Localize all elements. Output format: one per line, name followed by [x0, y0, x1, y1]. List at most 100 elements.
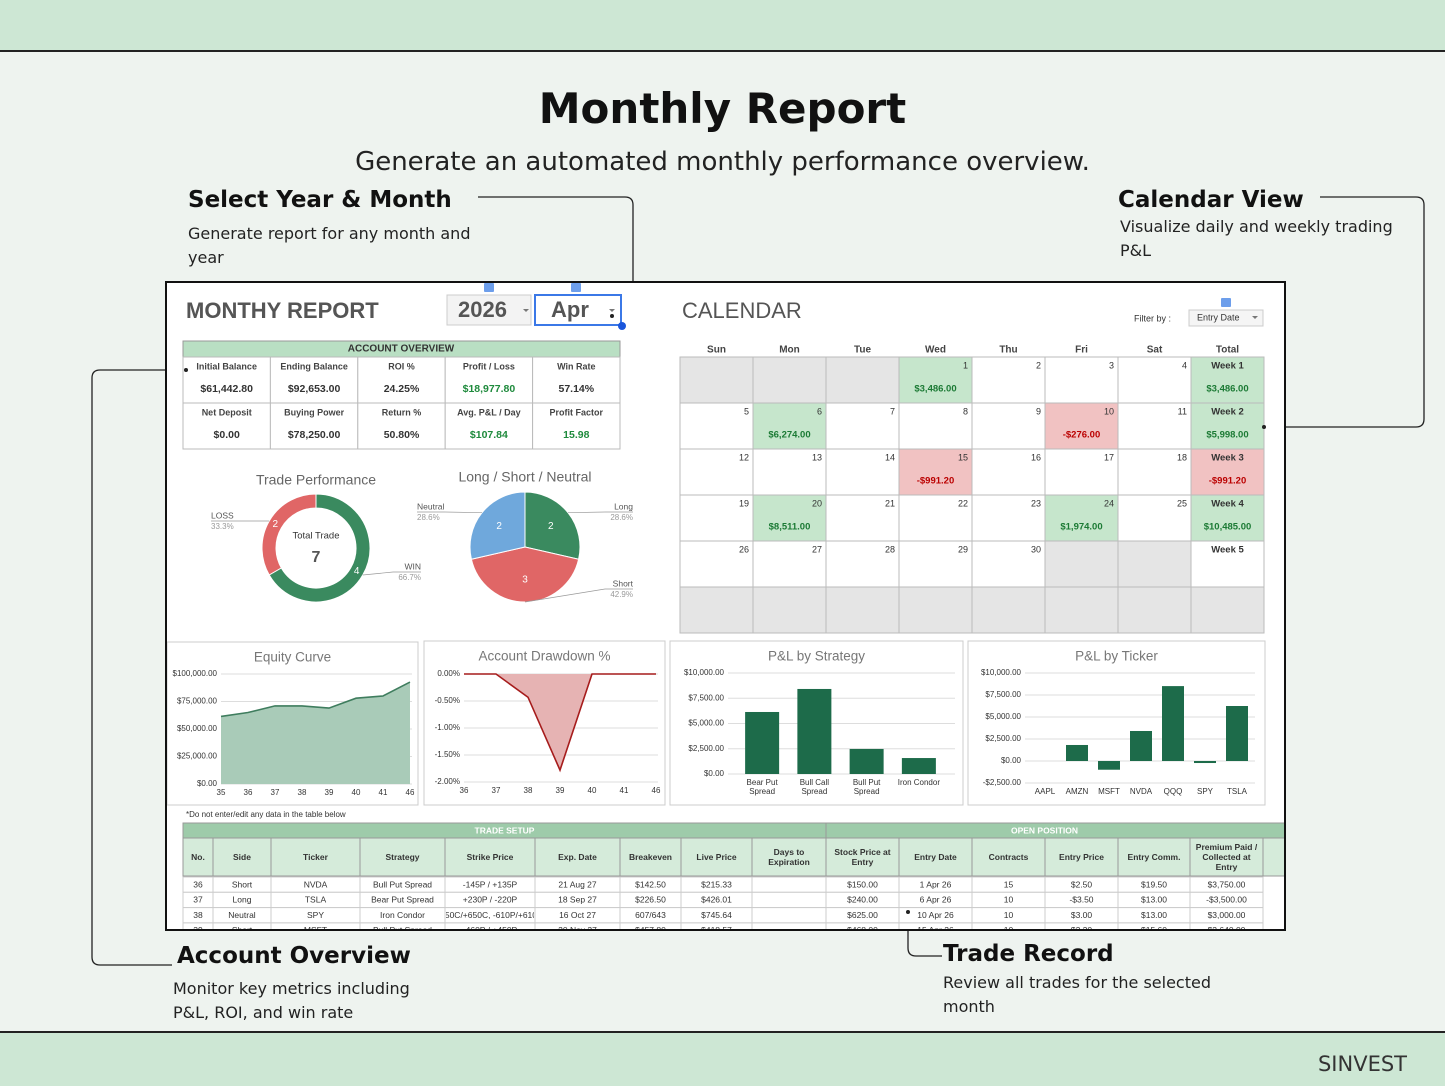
week-label: Week 2 — [1211, 407, 1244, 418]
connectors — [91, 196, 1425, 966]
column-header: Strategy — [385, 852, 420, 862]
day-cell — [898, 494, 973, 542]
cell-text: 15 — [1004, 879, 1014, 889]
cell-text: 20 Nov 27 — [558, 925, 597, 935]
day-cell — [679, 356, 754, 404]
day-cell — [1044, 494, 1119, 542]
day-number: 19 — [739, 498, 749, 508]
total-cell — [1190, 494, 1265, 542]
y-tick-label: $5,000.00 — [688, 719, 724, 728]
cell-text: Short — [232, 879, 253, 889]
table-cell — [619, 922, 682, 929]
filter-value: Entry Date — [1197, 312, 1240, 322]
day-cell — [679, 448, 754, 496]
leader-line — [524, 588, 633, 603]
cell-text: $142.50 — [635, 879, 666, 889]
bar — [849, 748, 884, 774]
column-header: Entry Comm. — [1127, 852, 1181, 862]
slice-value: 2 — [273, 519, 279, 530]
day-number: 1 — [963, 360, 968, 370]
day-number: 25 — [1177, 498, 1187, 508]
slice-value: 2 — [548, 521, 554, 532]
metric-value: $92,653.00 — [288, 383, 341, 395]
overview-title: ACCOUNT OVERVIEW — [348, 344, 455, 355]
day-cell — [752, 540, 827, 588]
table-cell — [825, 922, 900, 929]
day-cell — [825, 402, 900, 450]
slice-name: Neutral — [417, 501, 445, 511]
header-cell — [359, 837, 446, 877]
day-number: 29 — [958, 544, 968, 554]
header-cell — [534, 837, 621, 877]
table-cell — [751, 907, 827, 924]
weekday: Fri — [1075, 345, 1088, 356]
day-pnl: -$991.20 — [917, 476, 955, 487]
cell-text: TSLA — [305, 895, 327, 905]
filter-select[interactable] — [1188, 309, 1264, 327]
x-tick-label: SPY — [1197, 787, 1214, 796]
y-tick-label: -1.00% — [435, 723, 460, 732]
empty-cell — [752, 586, 827, 634]
metric-value: $78,250.00 — [288, 429, 341, 441]
week-label: Week 4 — [1211, 499, 1244, 510]
cell-text: $19.50 — [1141, 879, 1167, 889]
metric-value: $61,442.80 — [200, 383, 253, 395]
column-header-box: Ticker — [303, 852, 328, 862]
metric-label: Profit Factor — [550, 407, 604, 417]
table-cell — [751, 876, 827, 893]
metric-cell — [532, 356, 621, 404]
metric-cell — [357, 356, 446, 404]
metric-label: Return % — [382, 407, 422, 417]
cell-text: 39 — [193, 925, 203, 935]
cell-text: 6 Apr 26 — [920, 895, 952, 905]
x-tick-label: 36 — [460, 786, 469, 795]
table-cell — [751, 891, 827, 909]
metric-label: Initial Balance — [196, 361, 257, 371]
day-number: 12 — [739, 452, 749, 462]
cell-text: $2.20 — [1071, 925, 1093, 935]
x-tick-label: 38 — [524, 786, 533, 795]
table-cell — [680, 922, 753, 929]
cell-text: 1 Apr 26 — [920, 879, 952, 889]
x-tick-label: 41 — [379, 788, 388, 797]
empty-cell — [898, 586, 973, 634]
x-tick-label: Bull Put Spread — [852, 778, 881, 796]
day-number: 26 — [739, 544, 749, 554]
cell-text: 18 Sep 27 — [558, 895, 597, 905]
y-tick-label: -1.50% — [435, 750, 460, 759]
day-number: 21 — [885, 498, 895, 508]
metric-cell — [444, 402, 534, 450]
day-cell — [1044, 540, 1119, 588]
column-header: Premium Paid / Collected at Entry — [1195, 842, 1258, 872]
column-header-box: Days to Expiration — [768, 847, 810, 867]
month: Apr — [551, 297, 589, 322]
dot — [184, 368, 188, 372]
page-subtitle: Generate an automated monthly performanc… — [355, 147, 1090, 177]
bar — [1194, 761, 1216, 764]
day-number: 10 — [1104, 406, 1114, 416]
metric-cell — [357, 402, 446, 450]
day-pnl: $1,974.00 — [1060, 522, 1102, 533]
metric-value: 50.80% — [384, 429, 420, 441]
y-tick-label: $0.00 — [1001, 756, 1022, 765]
day-number: 11 — [1178, 406, 1187, 416]
x-tick-label: Bull Call Spread — [799, 778, 830, 796]
center-total: 7 — [312, 549, 321, 566]
month-select[interactable] — [534, 294, 622, 326]
x-tick-label: AAPL — [1035, 787, 1056, 796]
cell-text: -$3,500.00 — [1206, 895, 1247, 905]
day-cell — [825, 540, 900, 588]
day-pnl: $3,486.00 — [914, 384, 956, 395]
day-number: 20 — [812, 498, 822, 508]
day-number: 3 — [1109, 360, 1114, 370]
y-tick-label: $50,000.00 — [177, 724, 218, 733]
cell-text: -650C/+650C, -610P/+610P — [437, 910, 543, 920]
x-tick-label: 36 — [244, 788, 253, 797]
weekday: Mon — [779, 345, 800, 356]
cell-text: $457.80 — [635, 925, 666, 935]
metric-cell — [444, 356, 534, 404]
day-cell — [752, 402, 827, 450]
year-select[interactable] — [446, 294, 532, 326]
table-cell — [359, 922, 446, 929]
